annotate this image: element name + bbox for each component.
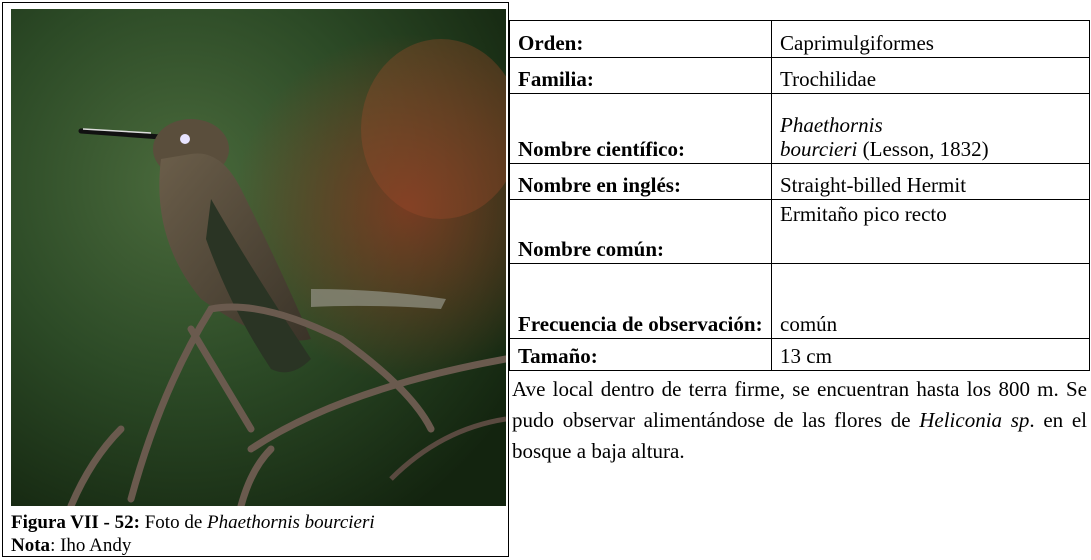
- description-text: Heliconia sp: [919, 408, 1030, 432]
- table-row: Nombre común: Ermitaño pico recto: [509, 199, 1090, 264]
- description-text: . en el bosque a baja altura.: [512, 408, 1088, 463]
- bird-photo: [11, 9, 506, 506]
- row-label: Frecuencia de observación:: [509, 263, 772, 339]
- description-text: Ave local dentro de terra firme, se encu…: [512, 377, 1087, 432]
- row-value: común: [771, 263, 1090, 339]
- description: Ave local dentro de terra firme, se encu…: [512, 374, 1087, 467]
- row-label: Nombre científico:: [509, 93, 772, 164]
- row-value: Trochilidae: [771, 57, 1090, 94]
- row-label: Nombre en inglés:: [509, 163, 772, 200]
- value-text: 13 cm: [780, 344, 832, 368]
- photo-cell: Figura VII - 52: Foto de Phaethornis bou…: [2, 2, 509, 557]
- table-row: Orden: Caprimulgiformes: [509, 20, 1090, 58]
- figure-species: Phaethornis bourcieri: [207, 512, 375, 533]
- value-text: Phaethornis: [780, 113, 883, 137]
- table-row: Nombre científico: Phaethornis bourcieri (…: [509, 93, 1090, 164]
- row-label: Orden:: [509, 20, 772, 58]
- table-row: Frecuencia de observación: común: [509, 263, 1090, 339]
- value-text: bourcieri: [780, 137, 858, 161]
- row-value: Ermitaño pico recto: [771, 199, 1090, 264]
- row-label: Familia:: [509, 57, 772, 94]
- table-row: Nombre en inglés: Straight-billed Hermit: [509, 163, 1090, 200]
- figure-text: Foto de: [144, 512, 203, 533]
- value-text: Trochilidae: [780, 67, 877, 91]
- species-table: Orden: Caprimulgiformes Familia: Trochilida…: [509, 20, 1090, 371]
- row-value: Phaethornis bourcieri (Lesson, 1832): [771, 93, 1090, 164]
- row-label: Tamaño:: [509, 338, 772, 371]
- note-label: Nota: [11, 535, 51, 556]
- row-value: 13 cm: [771, 338, 1090, 371]
- value-text: Caprimulgiformes: [780, 31, 934, 55]
- row-value: Straight-billed Hermit: [771, 163, 1090, 200]
- row-label: Nombre común:: [509, 199, 772, 264]
- note-text: : Iho Andy: [50, 535, 132, 556]
- table-row: Tamaño: 13 cm: [509, 338, 1090, 371]
- value-text: Ermitaño pico recto: [780, 202, 947, 226]
- photo-caption: Figura VII - 52: Foto de Phaethornis bou…: [11, 511, 375, 557]
- figure-label: Figura VII - 52:: [11, 512, 140, 533]
- value-text: común: [780, 312, 838, 336]
- value-text: (Lesson, 1832): [862, 137, 989, 161]
- row-value: Caprimulgiformes: [771, 20, 1090, 58]
- table-row: Familia: Trochilidae: [509, 57, 1090, 94]
- value-text: Straight-billed Hermit: [780, 173, 967, 197]
